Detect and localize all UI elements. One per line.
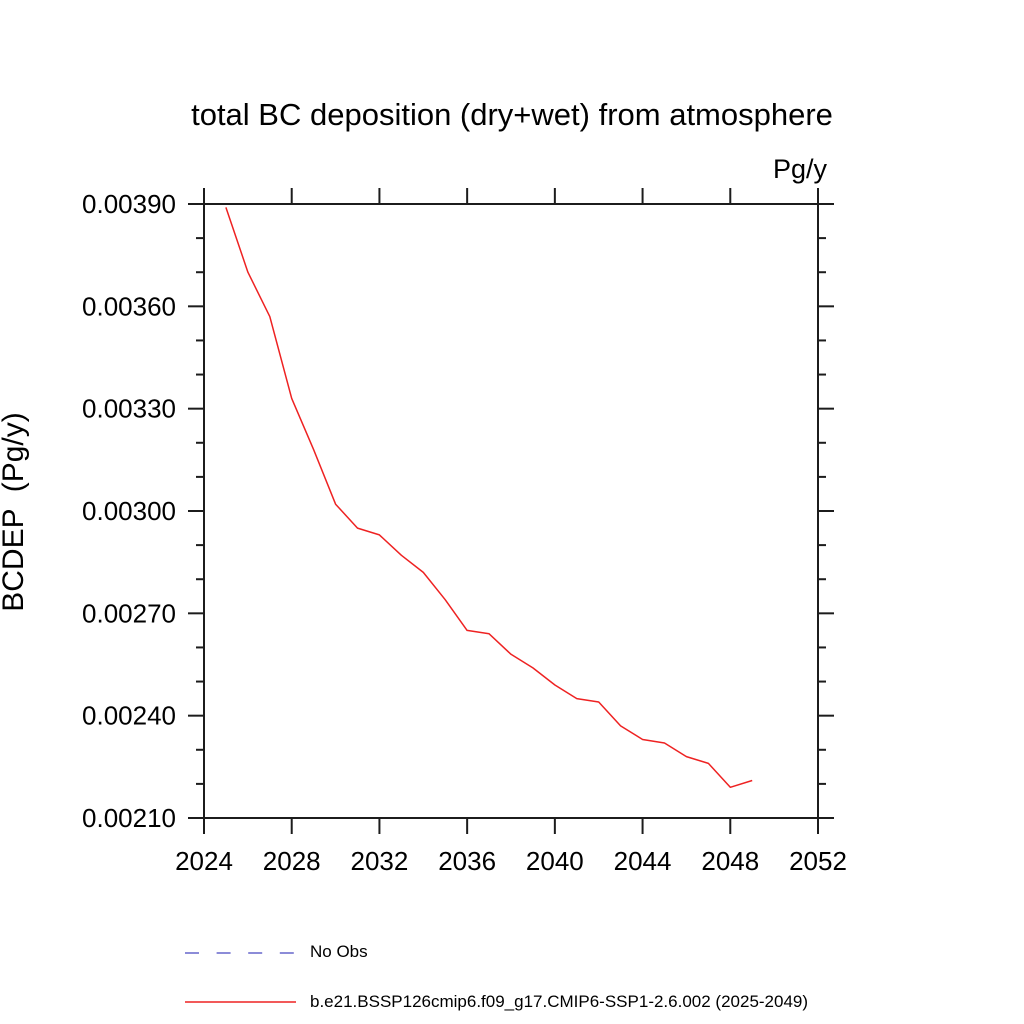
x-tick-label: 2024 [175, 846, 233, 876]
chart-title: total BC deposition (dry+wet) from atmos… [191, 97, 833, 132]
y-tick-label: 0.00360 [82, 291, 176, 321]
y-tick-label: 0.00300 [82, 496, 176, 526]
series-line-1 [225, 207, 753, 789]
unit-label: Pg/y [772, 154, 827, 184]
y-tick-label: 0.00210 [82, 803, 176, 833]
y-tick-label: 0.00270 [82, 598, 176, 628]
x-tick-label: 2036 [438, 846, 496, 876]
y-tick-label: 0.00390 [82, 189, 176, 219]
y-tick-label: 0.00330 [82, 394, 176, 424]
x-tick-label: 2048 [701, 846, 759, 876]
x-tick-label: 2044 [614, 846, 672, 876]
y-tick-label: 0.00240 [82, 701, 176, 731]
x-tick-label: 2052 [789, 846, 847, 876]
legend-label-no-obs: No Obs [310, 942, 368, 961]
legend-label-model-series: b.e21.BSSP126cmip6.f09_g17.CMIP6-SSP1-2.… [310, 992, 809, 1011]
x-tick-label: 2032 [351, 846, 409, 876]
axis-frame [203, 203, 819, 819]
x-tick-label: 2028 [263, 846, 321, 876]
x-tick-label: 2040 [526, 846, 584, 876]
